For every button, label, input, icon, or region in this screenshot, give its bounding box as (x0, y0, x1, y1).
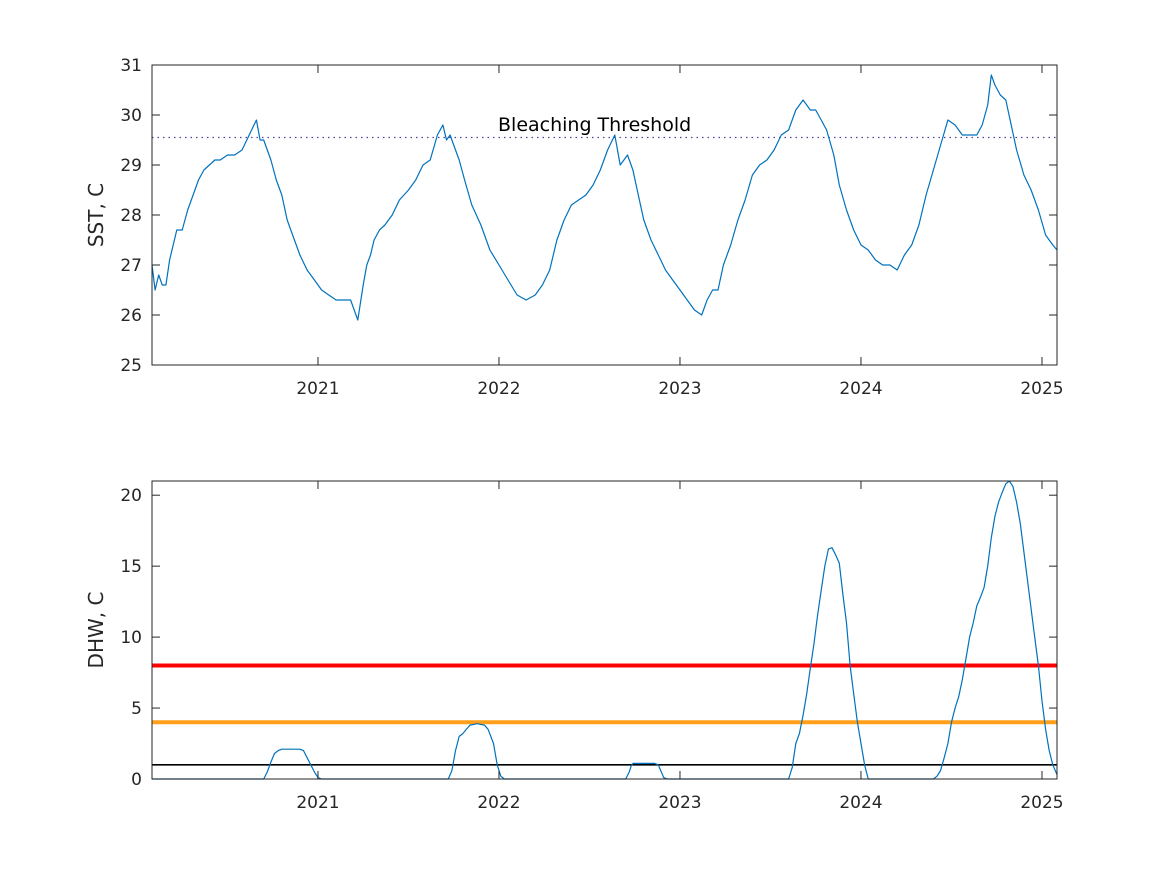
dhw-panel: 0 5 10 15 20 2021 2022 2023 2024 2025 DHW, C (84, 480, 1064, 813)
dhw-ytick-label-0: 0 (131, 770, 142, 790)
dhw-xtick-label-2021: 2021 (296, 793, 339, 813)
dhw-plot-area (152, 481, 1057, 779)
dhw-ytick-label-15: 15 (120, 557, 142, 577)
sst-y-axis-label: SST, C (84, 183, 108, 247)
sst-ytick-label-31: 31 (120, 56, 142, 76)
dhw-y-axis-label: DHW, C (84, 592, 108, 669)
sst-ytick-label-30: 30 (120, 106, 142, 126)
sst-plot-area (152, 65, 1057, 365)
dhw-xtick-label-2022: 2022 (477, 793, 520, 813)
sst-xtick-label-2024: 2024 (839, 379, 882, 399)
dhw-axes-box (151, 480, 1058, 780)
sst-series-line-0 (151, 74, 1058, 321)
sst-ytick-label-26: 26 (120, 306, 142, 326)
sst-ytick-label-27: 27 (120, 256, 142, 276)
dhw-series (152, 480, 1058, 780)
sst-xtick-label-2022: 2022 (477, 379, 520, 399)
dhw-ticks: 0 5 10 15 20 2021 2022 2023 2024 2025 (120, 481, 1064, 813)
dhw-ytick-label-10: 10 (120, 628, 142, 648)
sst-xtick-label-2023: 2023 (658, 379, 701, 399)
dhw-series-line-0 (152, 480, 1058, 780)
sst-ytick-label-25: 25 (120, 356, 142, 376)
dhw-reference-lines (152, 663, 1057, 766)
dhw-xtick-label-2023: 2023 (658, 793, 701, 813)
dhw-xtick-label-2025: 2025 (1020, 793, 1063, 813)
bleaching-threshold-annotation: Bleaching Threshold (498, 114, 691, 136)
sst-ticks: 25 26 27 28 29 30 31 2021 2022 2023 2024 2025 (120, 56, 1063, 399)
sst-ytick-label-28: 28 (120, 206, 142, 226)
dhw-ytick-label-20: 20 (120, 486, 142, 506)
sst-panel: 25 26 27 28 29 30 31 2021 2022 2023 2024 2025 SST, … (84, 56, 1064, 399)
sst-xtick-label-2021: 2021 (296, 379, 339, 399)
sst-series (151, 74, 1058, 321)
sst-ytick-label-29: 29 (120, 156, 142, 176)
dhw-xtick-label-2024: 2024 (839, 793, 882, 813)
sst-xtick-label-2025: 2025 (1020, 379, 1063, 399)
dhw-ytick-label-5: 5 (131, 699, 142, 719)
